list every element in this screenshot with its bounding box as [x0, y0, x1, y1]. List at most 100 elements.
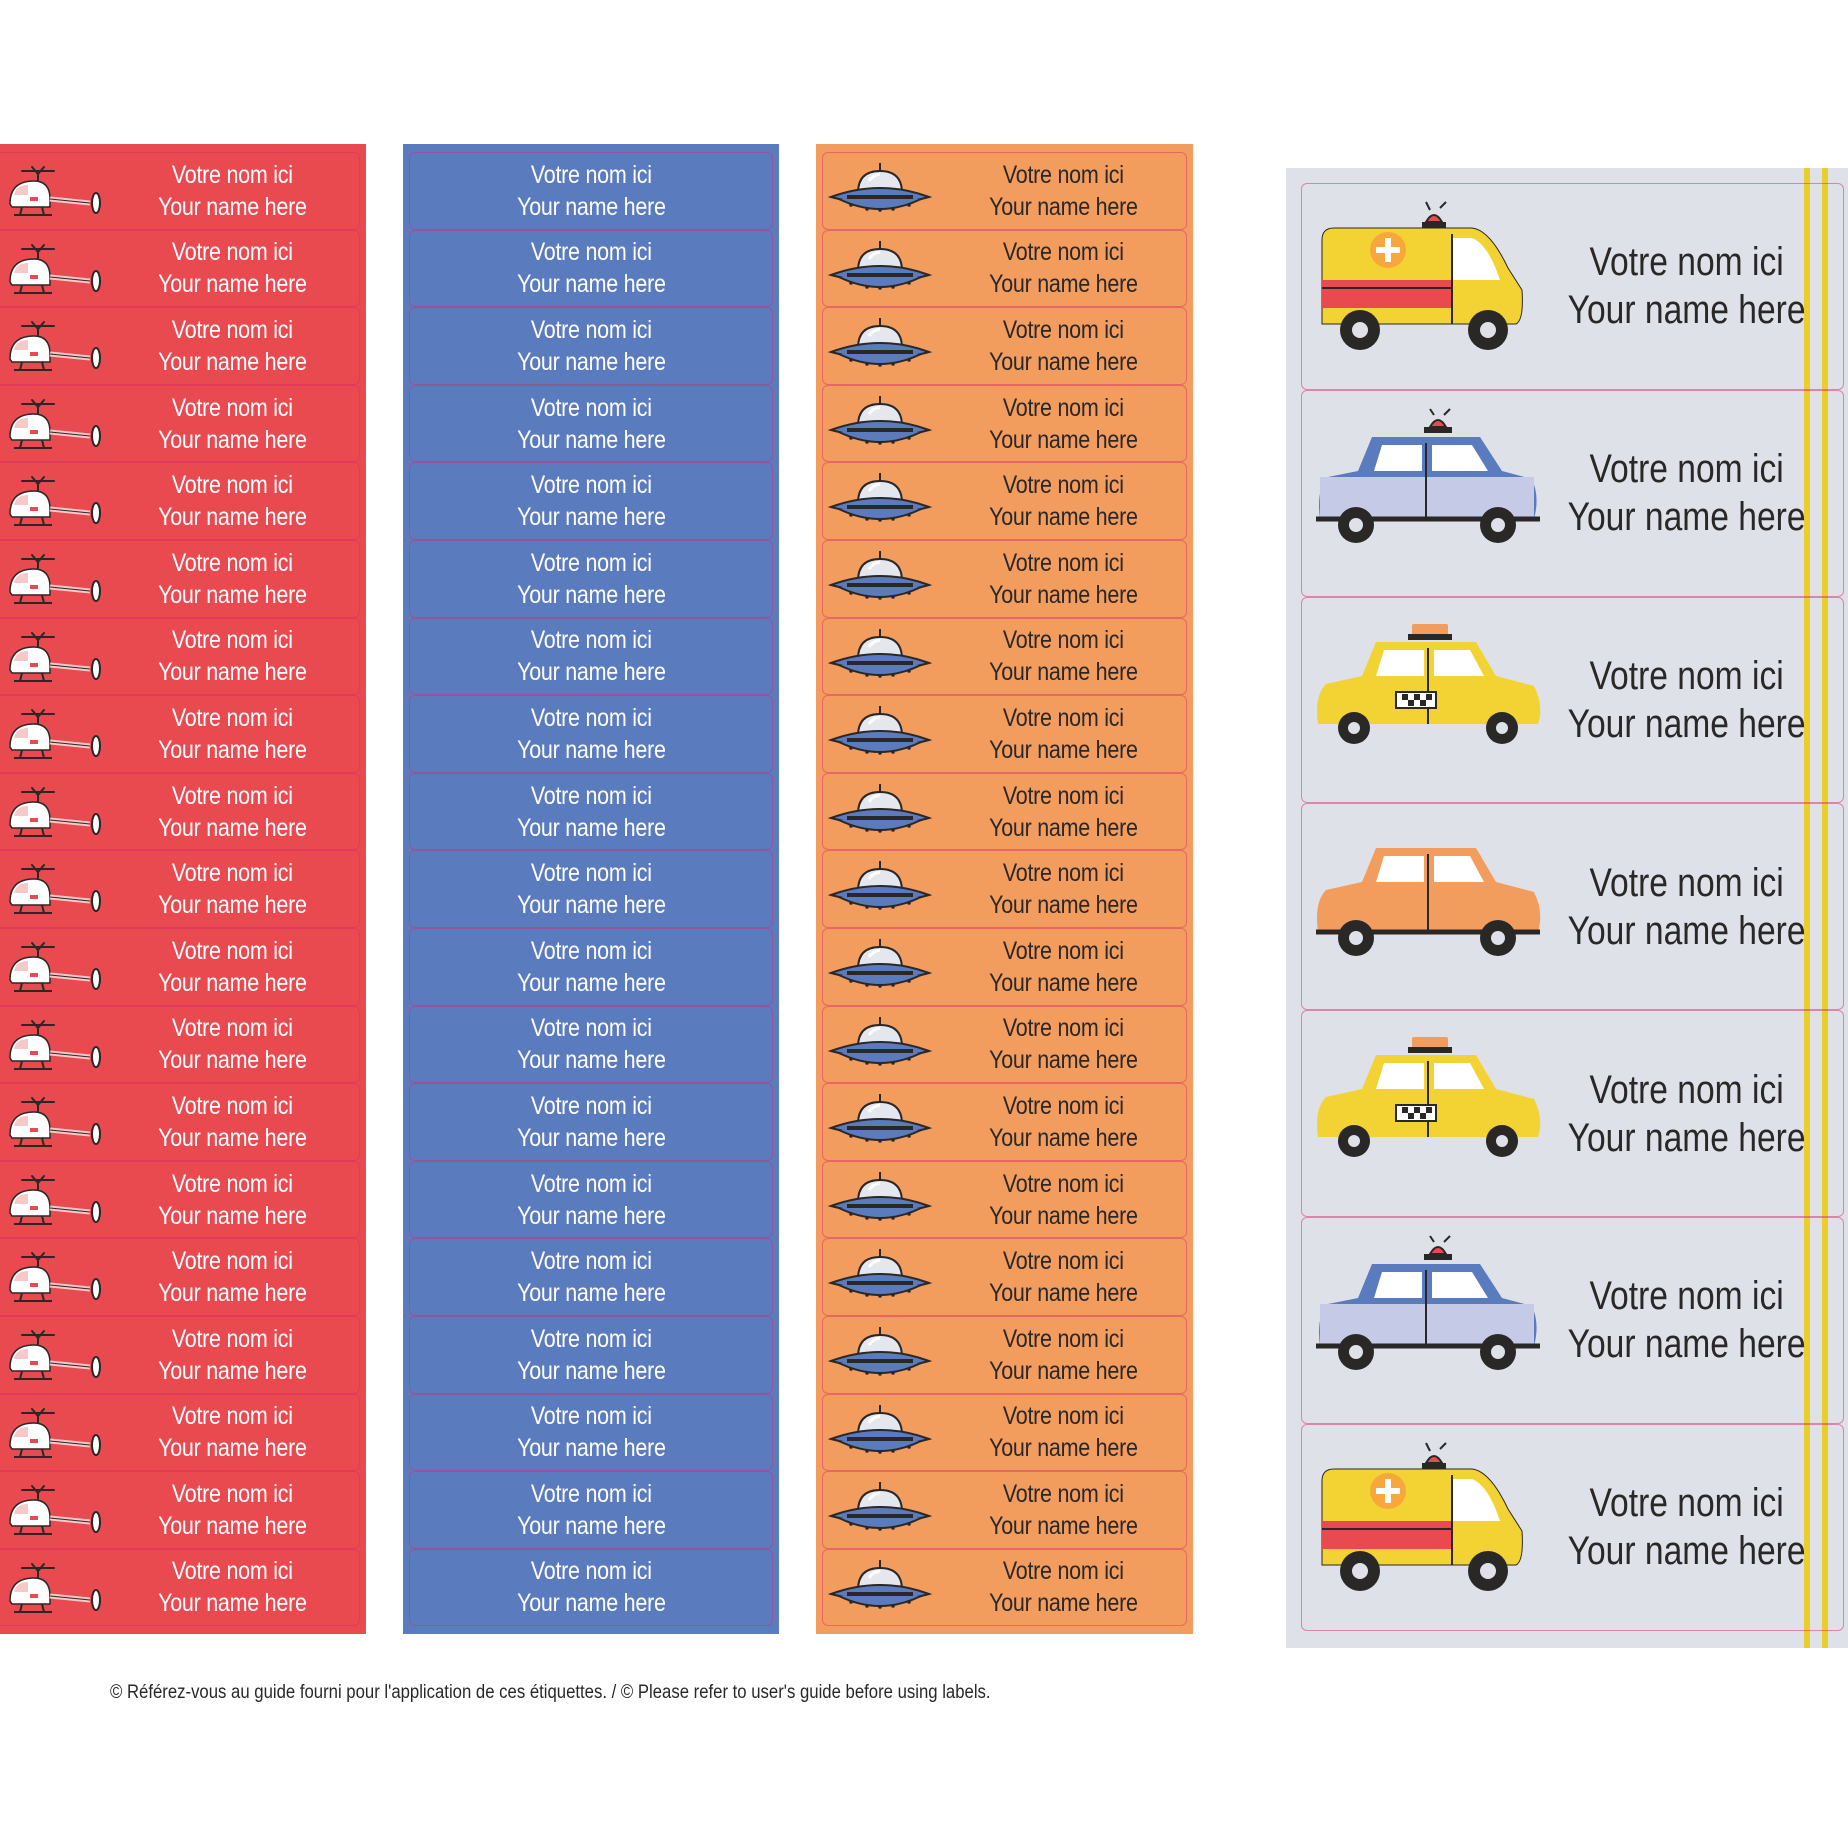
name-label: Votre nom ici Your name here [822, 850, 1187, 928]
name-line-en: Your name here [516, 891, 666, 920]
ufo-icon [825, 780, 935, 846]
label-text: Votre nom ici Your name here [410, 392, 772, 456]
taxi-icon [1312, 1027, 1548, 1187]
name-label: Votre nom ici Your name here [409, 850, 773, 928]
name-label: Votre nom ici Your name here [0, 1083, 360, 1161]
label-text: Votre nom ici Your name here [943, 1478, 1183, 1542]
car-name-label: Votre nom ici Your name here [1301, 1216, 1844, 1424]
name-line-en: Your name here [158, 968, 307, 997]
name-line-fr: Votre nom ici [1002, 548, 1124, 577]
name-line-fr: Votre nom ici [1002, 238, 1124, 267]
name-line-fr: Votre nom ici [1002, 1402, 1124, 1431]
name-line-fr: Votre nom ici [530, 1247, 652, 1276]
ufo-icon [825, 935, 935, 1001]
police-car-icon [1312, 407, 1548, 567]
helicopter-icon [4, 1013, 104, 1079]
helicopter-icon [4, 1090, 104, 1156]
label-text: Votre nom ici Your name here [410, 1168, 772, 1232]
name-line-en: Your name here [1568, 908, 1806, 953]
name-line-fr: Votre nom ici [172, 1479, 293, 1508]
name-line-en: Your name here [988, 503, 1138, 532]
name-line-fr: Votre nom ici [1002, 626, 1124, 655]
name-label: Votre nom ici Your name here [409, 927, 773, 1006]
name-line-fr: Votre nom ici [172, 936, 293, 965]
helicopter-icon [4, 159, 104, 225]
label-text: Votre nom ici Your name here [943, 702, 1183, 766]
name-line-fr: Votre nom ici [530, 936, 652, 965]
name-line-en: Your name here [158, 270, 307, 299]
name-line-en: Your name here [516, 813, 666, 842]
orange-car-icon [1312, 820, 1548, 980]
label-text: Votre nom ici Your name here [943, 780, 1183, 844]
name-line-fr: Votre nom ici [1002, 1479, 1124, 1508]
name-label: Votre nom ici Your name here [409, 1548, 773, 1627]
label-text: Votre nom ici Your name here [1552, 238, 1822, 334]
name-label: Votre nom ici Your name here [822, 617, 1187, 696]
ufo-icon [825, 159, 935, 225]
ufo-icon [825, 857, 935, 923]
name-line-fr: Votre nom ici [530, 160, 652, 189]
ufo-icon [825, 469, 935, 535]
name-line-fr: Votre nom ici [1002, 781, 1124, 810]
label-text: Votre nom ici Your name here [943, 1168, 1183, 1232]
name-label: Votre nom ici Your name here [0, 307, 360, 385]
helicopter-icon [4, 1401, 104, 1467]
ufo-icon [825, 237, 935, 303]
label-text: Votre nom ici Your name here [943, 469, 1183, 533]
label-text: Votre nom ici Your name here [120, 547, 345, 611]
label-text: Votre nom ici Your name here [410, 1323, 772, 1387]
name-line-en: Your name here [988, 1511, 1138, 1540]
helicopter-icon [4, 314, 104, 380]
name-line-fr: Votre nom ici [530, 1014, 652, 1043]
name-line-en: Your name here [158, 1356, 307, 1385]
name-line-en: Your name here [1568, 495, 1806, 540]
label-text: Votre nom ici Your name here [410, 547, 772, 611]
name-line-fr: Votre nom ici [1589, 1067, 1785, 1112]
label-text: Votre nom ici Your name here [943, 1012, 1183, 1076]
name-line-en: Your name here [158, 891, 307, 920]
name-line-en: Your name here [516, 1279, 666, 1308]
name-line-fr: Votre nom ici [530, 393, 652, 422]
ufo-icon [825, 1013, 935, 1079]
name-line-fr: Votre nom ici [530, 1324, 652, 1353]
name-label: Votre nom ici Your name here [0, 539, 360, 618]
name-line-en: Your name here [988, 1279, 1138, 1308]
name-line-fr: Votre nom ici [1002, 1014, 1124, 1043]
name-line-en: Your name here [1568, 701, 1806, 746]
label-text: Votre nom ici Your name here [410, 314, 772, 378]
label-strip-blue: Votre nom ici Your name here Votre nom ici… [403, 144, 779, 1634]
name-label: Votre nom ici Your name here [409, 384, 773, 463]
label-text: Votre nom ici Your name here [120, 780, 345, 844]
name-line-en: Your name here [516, 735, 666, 764]
name-line-en: Your name here [158, 813, 307, 842]
name-line-en: Your name here [158, 658, 307, 687]
name-line-fr: Votre nom ici [1589, 860, 1785, 905]
name-label: Votre nom ici Your name here [0, 1238, 360, 1316]
name-line-en: Your name here [516, 503, 666, 532]
name-line-fr: Votre nom ici [530, 315, 652, 344]
name-line-fr: Votre nom ici [530, 548, 652, 577]
name-line-fr: Votre nom ici [172, 1247, 293, 1276]
name-line-fr: Votre nom ici [530, 1402, 652, 1431]
name-line-en: Your name here [988, 658, 1138, 687]
name-line-en: Your name here [516, 1046, 666, 1075]
name-label: Votre nom ici Your name here [0, 617, 360, 696]
helicopter-icon [4, 237, 104, 303]
name-label: Votre nom ici Your name here [822, 1548, 1187, 1627]
label-text: Votre nom ici Your name here [120, 1478, 345, 1542]
name-line-fr: Votre nom ici [172, 1402, 293, 1431]
name-line-en: Your name here [158, 347, 307, 376]
name-label: Votre nom ici Your name here [0, 1471, 360, 1549]
label-text: Votre nom ici Your name here [943, 857, 1183, 921]
label-text: Votre nom ici Your name here [120, 236, 345, 300]
label-text: Votre nom ici Your name here [120, 702, 345, 766]
name-line-fr: Votre nom ici [1002, 1247, 1124, 1276]
label-text: Votre nom ici Your name here [943, 392, 1183, 456]
name-line-fr: Votre nom ici [530, 859, 652, 888]
name-line-fr: Votre nom ici [1002, 1091, 1124, 1120]
name-line-fr: Votre nom ici [172, 859, 293, 888]
car-label-sheet: Votre nom ici Your name here Votre nom ic… [1286, 168, 1848, 1648]
name-line-en: Your name here [516, 270, 666, 299]
name-label: Votre nom ici Your name here [822, 1315, 1187, 1394]
name-line-fr: Votre nom ici [172, 1324, 293, 1353]
